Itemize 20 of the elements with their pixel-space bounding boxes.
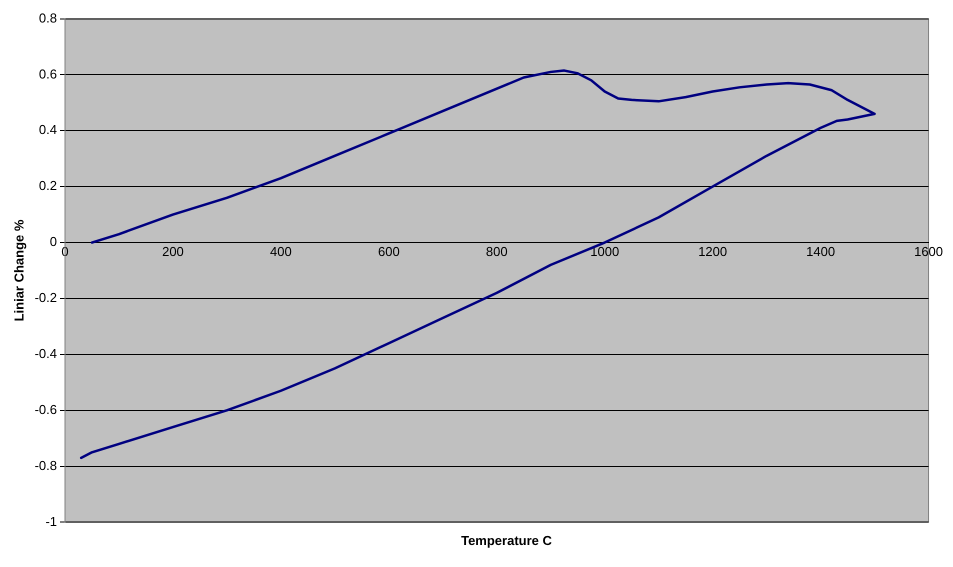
- x-tick-label: 1400: [806, 244, 836, 259]
- y-tick-label: 0.8: [38, 10, 57, 26]
- y-tick-label: 0: [50, 234, 57, 250]
- x-tick-label: 1000: [590, 244, 620, 259]
- x-tick-label: 1600: [914, 244, 943, 259]
- y-tick-label: 0.2: [38, 178, 57, 194]
- y-tick-label: -0.4: [34, 346, 57, 361]
- x-tick-label: 200: [162, 244, 184, 259]
- y-tick-label: -0.6: [34, 402, 57, 417]
- y-axis-title: Liniar Change %: [11, 219, 26, 322]
- y-tick-label: 0.4: [38, 122, 57, 138]
- x-tick-label: 600: [378, 244, 400, 259]
- y-tick-label: 0.6: [38, 66, 57, 82]
- x-tick-label: 1200: [698, 244, 728, 259]
- x-tick-label: 400: [270, 244, 292, 259]
- y-tick-label: -0.8: [34, 458, 57, 473]
- y-tick-label: -0.2: [34, 290, 57, 306]
- x-axis-title: Temperature C: [460, 533, 553, 548]
- x-tick-label: 800: [486, 244, 508, 259]
- y-tick-label: -1: [45, 514, 57, 529]
